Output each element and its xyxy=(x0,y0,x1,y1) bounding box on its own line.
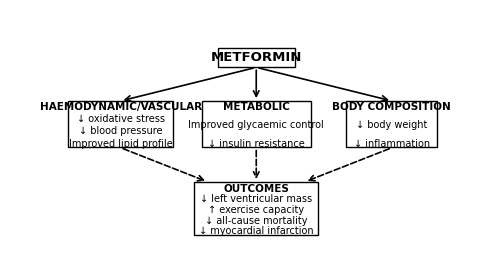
Text: ↓ inflammation: ↓ inflammation xyxy=(354,138,430,149)
Text: HAEMODYNAMIC/VASCULAR: HAEMODYNAMIC/VASCULAR xyxy=(40,102,202,112)
Text: ↓ blood pressure: ↓ blood pressure xyxy=(79,126,162,136)
Text: ↓ myocardial infarction: ↓ myocardial infarction xyxy=(199,226,314,236)
Text: OUTCOMES: OUTCOMES xyxy=(224,184,289,193)
FancyBboxPatch shape xyxy=(346,101,438,147)
FancyBboxPatch shape xyxy=(194,182,318,235)
FancyBboxPatch shape xyxy=(202,101,310,147)
Text: ↓ insulin resistance: ↓ insulin resistance xyxy=(208,138,304,149)
Text: ↓ all-cause mortality: ↓ all-cause mortality xyxy=(205,215,308,225)
Text: Improved glycaemic control: Improved glycaemic control xyxy=(188,120,324,130)
FancyBboxPatch shape xyxy=(218,48,295,67)
Text: ↑ exercise capacity: ↑ exercise capacity xyxy=(208,205,304,215)
Text: METABOLIC: METABOLIC xyxy=(223,102,290,112)
Text: Improved lipid profile: Improved lipid profile xyxy=(69,138,172,149)
Text: BODY COMPOSITION: BODY COMPOSITION xyxy=(332,102,451,112)
Text: ↓ oxidative stress: ↓ oxidative stress xyxy=(76,114,164,124)
FancyBboxPatch shape xyxy=(68,101,173,147)
Text: METFORMIN: METFORMIN xyxy=(210,51,302,64)
Text: ↓ left ventricular mass: ↓ left ventricular mass xyxy=(200,194,312,204)
Text: ↓ body weight: ↓ body weight xyxy=(356,120,428,130)
